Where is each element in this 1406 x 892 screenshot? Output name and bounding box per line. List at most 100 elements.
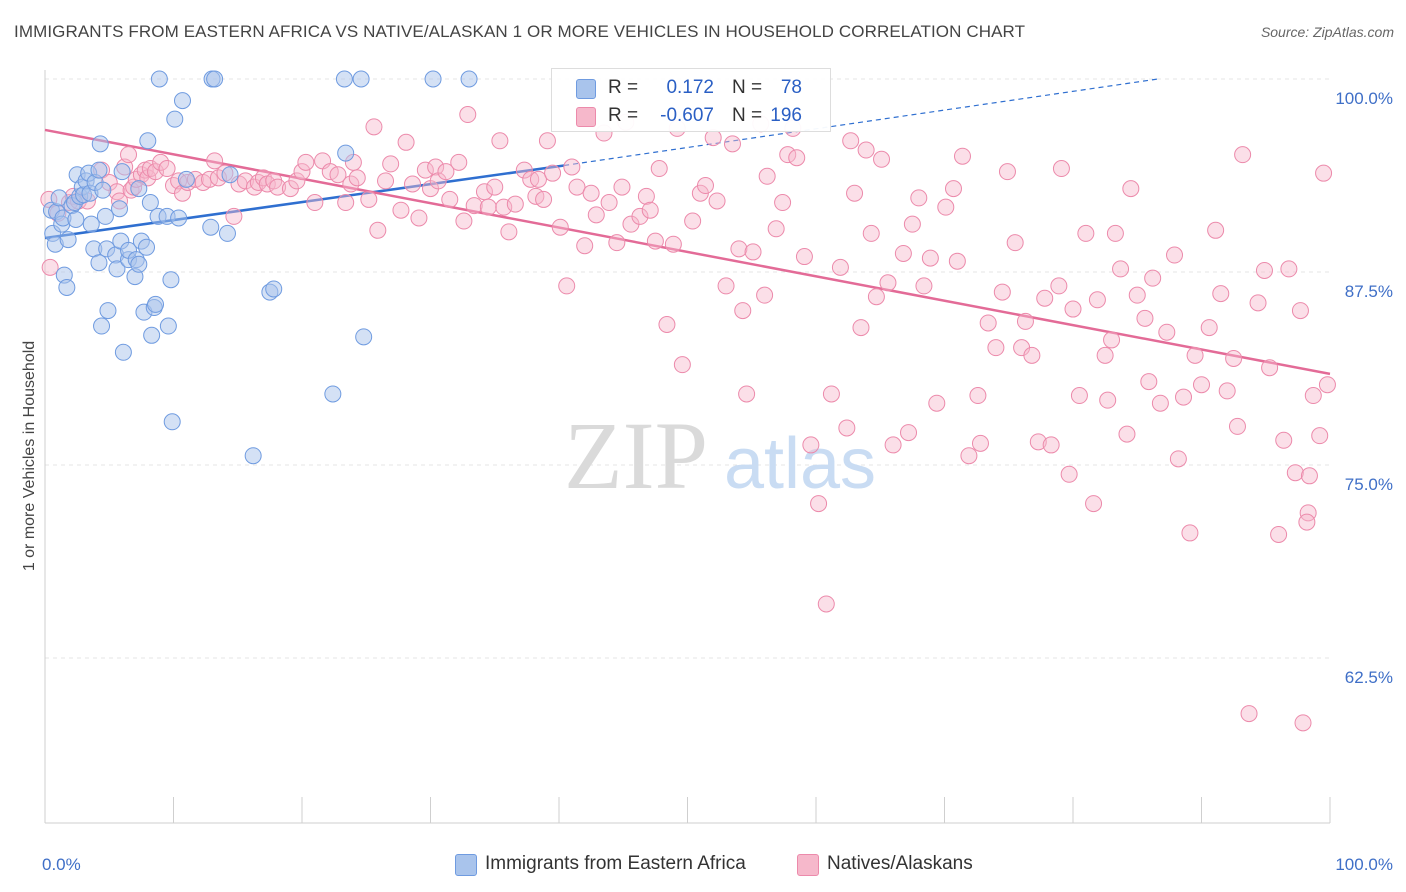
trendline-immigrants-projection [564,78,1158,167]
data-point-natives [293,163,311,181]
data-point-natives [717,277,735,295]
legend-label-natives: Natives/Alaskans [827,853,973,874]
y-tick-label: 87.5% [1345,282,1393,301]
data-point-immigrants [138,238,156,256]
data-point-natives [684,212,702,230]
y-tick-label: 100.0% [1335,89,1393,108]
data-point-natives [538,132,556,150]
data-point-natives [758,167,776,185]
data-point-natives [971,434,989,452]
data-point-natives [802,436,820,454]
data-point-natives [1255,261,1273,279]
trendline-immigrants [44,164,565,240]
data-point-natives [455,212,473,230]
data-point-natives [738,385,756,403]
data-point-natives [416,161,434,179]
series-immigrants-eastern-africa [42,70,478,465]
data-point-natives [382,155,400,173]
data-point-natives [506,195,524,213]
data-point-immigrants [170,209,188,227]
data-point-natives [664,235,682,253]
data-point-natives [852,319,870,337]
legend-label-immigrants: Immigrants from Eastern Africa [485,853,746,874]
source-label: Source: ZipAtlas.com [1260,24,1394,40]
data-point-natives [993,283,1011,301]
data-point-immigrants [50,189,68,207]
data-point-immigrants [177,170,195,188]
data-point-immigrants [143,326,161,344]
data-point-natives [1261,359,1279,377]
data-point-natives [1249,294,1267,312]
y-tick-label: 62.5% [1345,668,1393,687]
data-point-natives [600,194,618,212]
data-point-immigrants [90,254,108,272]
data-point-natives [479,198,497,216]
data-point-natives [1275,431,1293,449]
data-point-natives [1103,331,1121,349]
data-point-natives [862,224,880,242]
data-point-natives [582,184,600,202]
data-point-natives [928,394,946,412]
trendline-natives [44,128,1331,376]
data-point-natives [894,244,912,262]
data-point-natives [141,160,159,178]
data-point-natives [568,178,586,196]
data-point-natives [810,495,828,513]
data-point-natives [1270,525,1288,543]
data-point-immigrants [130,180,148,198]
data-point-immigrants [94,181,112,199]
data-point-natives [756,286,774,304]
data-point-natives [491,132,509,150]
data-point-natives [587,206,605,224]
stats-legend: R = 0.172 N = 78 R = -0.607 N = 196 [551,68,831,132]
data-point-immigrants [139,132,157,150]
data-point-natives [1280,260,1298,278]
data-point-natives [838,419,856,437]
legend-r-label: R = [608,77,639,98]
data-point-natives [873,150,891,168]
data-point-natives [867,288,885,306]
watermark-atlas: atlas [724,424,876,504]
data-point-natives [1218,382,1236,400]
data-point-natives [1042,436,1060,454]
data-point-natives [1140,373,1158,391]
data-point-natives [1151,394,1169,412]
data-point-natives [641,201,659,219]
data-point-natives [1052,160,1070,178]
data-point-natives [1234,146,1252,164]
y-tick-label: 75.0% [1345,475,1393,494]
data-point-immigrants [324,385,342,403]
data-point-natives [650,160,668,178]
data-point-natives [369,221,387,239]
data-point-natives [1118,425,1136,443]
data-point-natives [529,170,547,188]
data-point-immigrants [108,260,126,278]
data-point-natives [960,447,978,465]
x-tick-label-start: 0.0% [42,855,81,874]
data-point-natives [1300,467,1318,485]
data-point-natives [637,187,655,205]
data-point-immigrants [93,317,111,335]
data-point-natives [1166,246,1184,264]
data-point-immigrants [352,70,370,88]
data-point-immigrants [162,271,180,289]
data-point-immigrants [58,278,76,296]
data-point-natives [831,258,849,276]
data-point-natives [410,209,428,227]
data-point-natives [576,237,594,255]
data-point-natives [1085,495,1103,513]
data-point-natives [767,220,785,238]
data-point-natives [1106,224,1124,242]
data-point-natives [1304,387,1322,405]
legend-n-value: 196 [770,105,802,126]
data-point-natives [979,314,997,332]
data-point-immigrants [111,200,129,218]
data-point-natives [1299,504,1317,522]
data-point-natives [900,424,918,442]
data-point-natives [397,133,415,151]
data-point-natives [1294,714,1312,732]
data-point-natives [842,132,860,150]
data-point-natives [646,232,664,250]
data-point-natives [937,198,955,216]
data-point-natives [1023,346,1041,364]
